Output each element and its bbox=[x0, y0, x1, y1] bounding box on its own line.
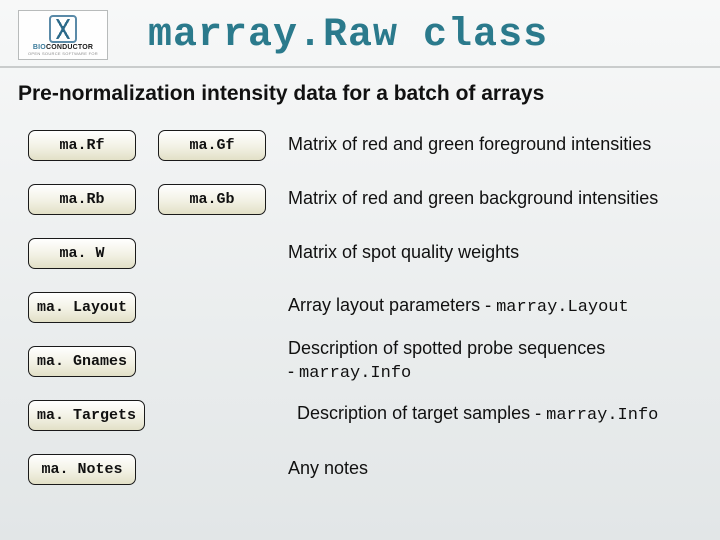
bioconductor-logo: BIOCONDUCTOR OPEN SOURCE SOFTWARE FOR bbox=[18, 10, 108, 60]
desc-gnames-sep: - bbox=[288, 361, 299, 381]
logo-brand-conductor: CONDUCTOR bbox=[46, 44, 93, 51]
slot-ma-w: ma. W bbox=[28, 238, 136, 269]
col2: ma.Gb bbox=[158, 184, 266, 215]
desc-layout-text: Array layout parameters - bbox=[288, 295, 496, 315]
slot-ma-notes: ma. Notes bbox=[28, 454, 136, 485]
desc-layout-code: marray.Layout bbox=[496, 298, 629, 317]
desc-layout: Array layout parameters - marray.Layout bbox=[288, 294, 710, 319]
desc-weights: Matrix of spot quality weights bbox=[288, 241, 710, 264]
logo-brand-bio: BIO bbox=[33, 44, 46, 51]
subtitle: Pre-normalization intensity data for a b… bbox=[0, 68, 720, 112]
logo-tagline: OPEN SOURCE SOFTWARE FOR bbox=[28, 51, 98, 56]
desc-targets: Description of target samples - marray.I… bbox=[297, 402, 710, 427]
slots-table: ma.Rf ma.Gf Matrix of red and green fore… bbox=[0, 112, 720, 496]
slot-ma-targets: ma. Targets bbox=[28, 400, 145, 431]
col2: ma.Gf bbox=[158, 130, 266, 161]
desc-gnames: Description of spotted probe sequences -… bbox=[288, 337, 710, 385]
table-row: ma. Notes Any notes bbox=[28, 442, 710, 496]
logo-brand: BIOCONDUCTOR bbox=[33, 44, 93, 51]
slot-ma-gf: ma.Gf bbox=[158, 130, 266, 161]
desc-foreground: Matrix of red and green foreground inten… bbox=[288, 133, 710, 156]
slot-ma-rf: ma.Rf bbox=[28, 130, 136, 161]
title-word-class: class bbox=[398, 13, 548, 58]
desc-gnames-text: Description of spotted probe sequences bbox=[288, 338, 605, 358]
table-row: ma. Layout Array layout parameters - mar… bbox=[28, 280, 710, 334]
slot-ma-rb: ma.Rb bbox=[28, 184, 136, 215]
table-row: ma.Rf ma.Gf Matrix of red and green fore… bbox=[28, 118, 710, 172]
slot-ma-layout: ma. Layout bbox=[28, 292, 136, 323]
header: BIOCONDUCTOR OPEN SOURCE SOFTWARE FOR ma… bbox=[0, 0, 720, 68]
desc-gnames-code: marray.Info bbox=[299, 364, 411, 383]
table-row: ma. Targets Description of target sample… bbox=[28, 388, 710, 442]
logo-mark-icon bbox=[49, 15, 77, 43]
title-classname: marray.Raw bbox=[148, 13, 398, 58]
desc-targets-text: Description of target samples - bbox=[297, 403, 546, 423]
desc-background: Matrix of red and green background inten… bbox=[288, 187, 710, 210]
desc-notes: Any notes bbox=[288, 457, 710, 480]
table-row: ma. Gnames Description of spotted probe … bbox=[28, 334, 710, 388]
page-title: marray.Raw class bbox=[148, 13, 548, 58]
table-row: ma. W Matrix of spot quality weights bbox=[28, 226, 710, 280]
desc-targets-code: marray.Info bbox=[546, 406, 658, 425]
slot-ma-gb: ma.Gb bbox=[158, 184, 266, 215]
slot-ma-gnames: ma. Gnames bbox=[28, 346, 136, 377]
table-row: ma.Rb ma.Gb Matrix of red and green back… bbox=[28, 172, 710, 226]
